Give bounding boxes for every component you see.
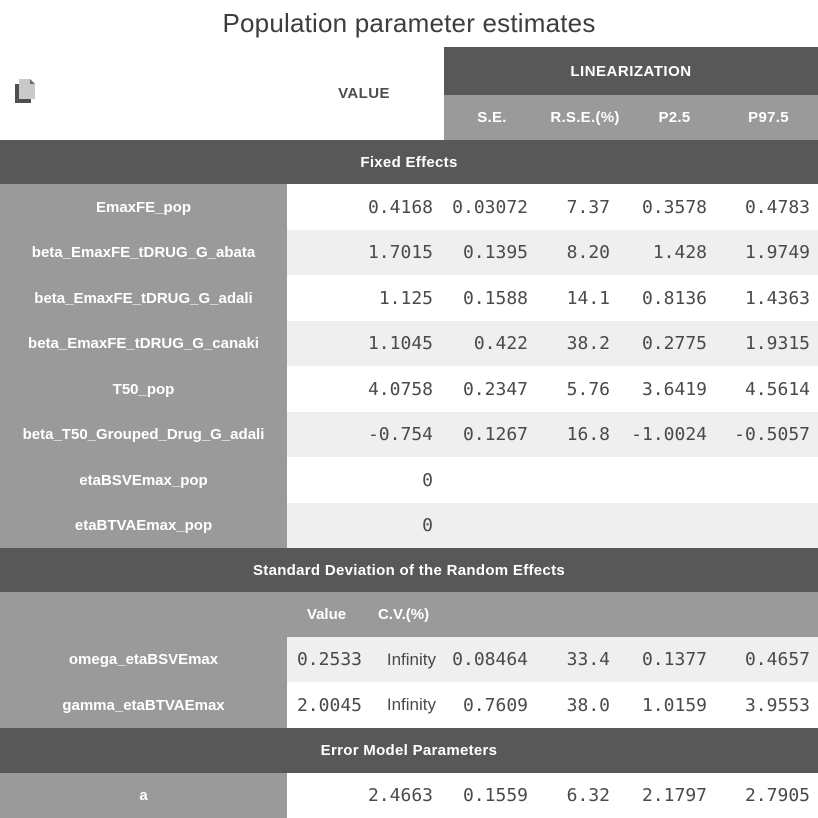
rse-cell: 6.32 — [566, 785, 610, 806]
rse-cell: 5.76 — [566, 378, 610, 400]
rse-cell: 14.1 — [566, 287, 610, 309]
se-cell: 0.2347 — [462, 378, 528, 400]
value-cell: 1.125 — [378, 287, 433, 309]
table-row: beta_EmaxFE_tDRUG_G_canaki 1.1045 0.422 … — [0, 321, 818, 366]
section-header-fixed-effects: Fixed Effects — [0, 140, 818, 184]
rse-cell: 7.37 — [566, 196, 610, 218]
p25-cell: 3.6419 — [641, 378, 707, 400]
copy-icon — [15, 79, 35, 103]
p25-cell: 2.1797 — [641, 785, 707, 806]
value-cell: -0.754 — [367, 424, 433, 445]
parameter-name: beta_EmaxFE_tDRUG_G_abata — [0, 230, 287, 275]
se-cell: 0.08464 — [452, 649, 528, 670]
parameter-name: beta_T50_Grouped_Drug_G_adali — [0, 412, 287, 457]
table-row: a 2.4663 0.1559 6.32 2.1797 2.7905 — [0, 773, 818, 818]
parameter-name: EmaxFE_pop — [0, 184, 287, 230]
value-cell: 4.0758 — [367, 378, 433, 400]
se-cell — [441, 503, 536, 548]
se-cell: 0.1559 — [462, 785, 528, 806]
parameter-name: gamma_etaBTVAEmax — [0, 682, 287, 728]
parameter-name: T50_pop — [0, 366, 287, 412]
p25-cell — [618, 503, 715, 548]
section-header-random-effects: Standard Deviation of the Random Effects — [0, 548, 818, 592]
p25-cell: 0.2775 — [641, 333, 707, 354]
parameter-name: omega_etaBSVEmax — [0, 637, 287, 682]
p975-cell — [715, 503, 818, 548]
parameter-name: etaBTVAEmax_pop — [0, 503, 287, 548]
table-row: beta_EmaxFE_tDRUG_G_adali 1.125 0.1588 1… — [0, 275, 818, 321]
value-cell: 0.4168 — [367, 196, 433, 218]
p25-cell: -1.0024 — [631, 424, 707, 445]
table-row: beta_EmaxFE_tDRUG_G_abata 1.7015 0.1395 … — [0, 230, 818, 275]
p25-cell: 1.428 — [652, 242, 707, 263]
rse-cell: 33.4 — [566, 649, 610, 670]
linearization-subheaders: S.E. R.S.E.(%) P2.5 P97.5 — [444, 95, 818, 140]
rse-cell — [536, 457, 618, 503]
p975-cell: 0.4783 — [744, 196, 810, 218]
value-cell: 2.0045 — [296, 694, 362, 716]
p975-cell: 3.9553 — [744, 694, 810, 716]
section-header-error-model: Error Model Parameters — [0, 728, 818, 773]
value-cell: 0.2533 — [296, 649, 362, 670]
table-row: T50_pop 4.0758 0.2347 5.76 3.6419 4.5614 — [0, 366, 818, 412]
p975-cell: 1.9749 — [744, 242, 810, 263]
rse-column-header: R.S.E.(%) — [550, 109, 620, 126]
p975-cell: 0.4657 — [744, 649, 810, 670]
p25-cell: 1.0159 — [641, 694, 707, 716]
copy-table-button[interactable] — [12, 77, 40, 107]
value-subcolumn-header: Value — [306, 606, 347, 623]
random-effects-subheaders: Value C.V.(%) — [0, 592, 818, 637]
rse-cell: 38.0 — [566, 694, 610, 716]
p25-cell: 0.8136 — [641, 287, 707, 309]
se-cell: 0.1267 — [462, 424, 528, 445]
subheader-spacer — [0, 592, 287, 637]
p25-cell — [618, 457, 715, 503]
se-cell: 0.03072 — [452, 196, 528, 218]
table-header: VALUE LINEARIZATION S.E. R.S.E.(%) P2.5 … — [0, 47, 818, 140]
value-cell: 2.4663 — [367, 785, 433, 806]
rse-cell: 16.8 — [566, 424, 610, 445]
se-cell: 0.1588 — [462, 287, 528, 309]
table-row: gamma_etaBTVAEmax 2.0045 Infinity 0.7609… — [0, 682, 818, 728]
parameter-name: etaBSVEmax_pop — [0, 457, 287, 503]
p975-cell: 4.5614 — [744, 378, 810, 400]
value-cell: 1.7015 — [367, 242, 433, 263]
cv-cell: Infinity — [386, 695, 436, 714]
table-row: etaBSVEmax_pop 0 — [0, 457, 818, 503]
cv-subcolumn-header: C.V.(%) — [377, 606, 430, 623]
page-title: Population parameter estimates — [222, 8, 596, 38]
linearization-header-block: LINEARIZATION S.E. R.S.E.(%) P2.5 P97.5 — [444, 47, 818, 140]
p975-cell: -0.5057 — [734, 424, 810, 445]
p975-cell: 2.7905 — [744, 785, 810, 806]
p25-cell: 0.3578 — [641, 196, 707, 218]
table-row: beta_T50_Grouped_Drug_G_adali -0.754 0.1… — [0, 412, 818, 457]
p975-column-header: P97.5 — [748, 109, 789, 126]
se-cell — [441, 457, 536, 503]
linearization-header: LINEARIZATION — [444, 47, 818, 95]
rse-cell: 38.2 — [566, 333, 610, 354]
p975-cell: 1.4363 — [744, 287, 810, 309]
parameter-name: beta_EmaxFE_tDRUG_G_adali — [0, 275, 287, 321]
p975-cell — [715, 457, 818, 503]
se-cell: 0.7609 — [462, 694, 528, 716]
p25-column-header: P2.5 — [658, 109, 691, 126]
value-cell: 0 — [422, 515, 433, 536]
value-cell: 1.1045 — [367, 333, 433, 354]
cv-cell: Infinity — [386, 649, 436, 669]
parameter-name: beta_EmaxFE_tDRUG_G_canaki — [0, 321, 287, 366]
table-row: etaBTVAEmax_pop 0 — [0, 503, 818, 548]
table-row: omega_etaBSVEmax 0.2533 Infinity 0.08464… — [0, 637, 818, 682]
value-cell: 0 — [422, 469, 433, 491]
se-cell: 0.422 — [473, 333, 528, 354]
p975-cell: 1.9315 — [744, 333, 810, 354]
p25-cell: 0.1377 — [641, 649, 707, 670]
parameter-name: a — [0, 773, 287, 818]
se-column-header: S.E. — [477, 109, 507, 126]
rse-cell — [536, 503, 618, 548]
table-row: EmaxFE_pop 0.4168 0.03072 7.37 0.3578 0.… — [0, 184, 818, 230]
value-column-header: VALUE — [338, 85, 390, 102]
rse-cell: 8.20 — [566, 242, 610, 263]
se-cell: 0.1395 — [462, 242, 528, 263]
